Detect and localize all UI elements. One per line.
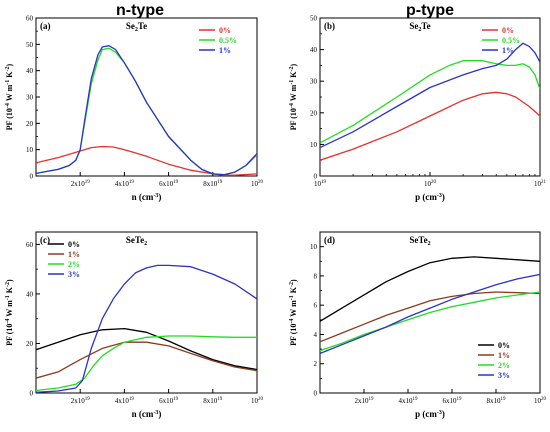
- series-line: [36, 264, 257, 393]
- legend-entry: 3%: [498, 371, 510, 380]
- x-axis-label: n (cm-3): [132, 409, 162, 419]
- y-tick-label: 40: [26, 67, 34, 75]
- y-axis-label: PF (10-4 W m-1 K-2): [289, 279, 298, 346]
- y-tick-label: 20: [26, 340, 34, 348]
- legend-entry: 0%: [498, 341, 510, 350]
- y-tick-label: 10: [310, 243, 318, 251]
- plot-frame: [35, 231, 258, 394]
- chart-panel: 0 2 4 6 8 10 2x1019 4x1019 6x1019 8x1019 1020 (d) Se…: [289, 231, 547, 419]
- x-tick-label: 1019: [314, 180, 327, 188]
- y-tick-label: 50: [26, 41, 34, 49]
- panel-title: SeTe2: [409, 235, 430, 247]
- x-tick-label: 8x1019: [203, 397, 223, 405]
- x-tick-label: 4x1019: [399, 397, 419, 405]
- x-tick-label: 8x1019: [203, 180, 223, 188]
- series-line: [36, 327, 257, 371]
- chart-legend: 0%1%2%3%: [48, 240, 80, 279]
- series-line: [36, 335, 257, 392]
- y-tick-label: 10: [310, 141, 318, 149]
- y-tick-label: 20: [310, 109, 318, 117]
- y-axis-label: PF (10-4 W m-1 K-2): [5, 63, 14, 130]
- x-axis-label: n (cm-3): [132, 192, 162, 202]
- series-line: [320, 273, 540, 355]
- y-tick-label: 0: [314, 390, 318, 398]
- x-tick-label: 1021: [534, 180, 547, 188]
- legend-entry: 2%: [68, 260, 80, 269]
- series-line: [36, 145, 257, 176]
- x-tick-label: 2x1019: [71, 180, 91, 188]
- y-tick-label: 40: [26, 290, 34, 298]
- y-tick-label: 40: [310, 46, 318, 54]
- series-line: [320, 91, 540, 161]
- x-tick-label: 4x1019: [115, 180, 134, 188]
- panel-label: (c): [40, 235, 50, 245]
- legend-entry: 1%: [502, 46, 514, 55]
- legend-entry: 2%: [498, 361, 510, 370]
- x-tick-label: 1020: [251, 180, 264, 188]
- y-tick-label: 8: [314, 272, 318, 280]
- panel-label: (a): [40, 21, 51, 31]
- y-tick-label: 60: [26, 241, 34, 249]
- legend-entry: 1%: [498, 351, 510, 360]
- legend-entry: 0.5%: [219, 36, 237, 45]
- y-tick-label: 20: [26, 120, 34, 128]
- x-axis-label: p (cm-3): [415, 192, 445, 202]
- chart-legend: 0%0.5%1%: [482, 26, 520, 55]
- panel-title: Se2Te: [409, 21, 430, 33]
- series-line: [320, 42, 540, 149]
- y-tick-label: 0: [30, 173, 34, 181]
- legend-entry: 3%: [68, 270, 80, 279]
- x-tick-label: 2x1019: [355, 397, 375, 405]
- legend-entry: 0%: [219, 26, 231, 35]
- series-line: [320, 291, 540, 352]
- chart-panel: 0 20 40 60 2x1019 4x1019 6x1019 8x1019 1020 (c) Se…: [5, 231, 264, 419]
- x-axis-label: p (cm-3): [415, 409, 445, 419]
- panel-title: Se2Te: [126, 21, 147, 33]
- x-tick-label: 6x1019: [159, 397, 179, 405]
- y-tick-label: 50: [310, 15, 318, 23]
- x-tick-label: 1020: [251, 397, 264, 405]
- y-tick-label: 30: [310, 78, 318, 86]
- legend-entry: 0%: [502, 26, 514, 35]
- x-tick-label: 8x1019: [487, 397, 507, 405]
- y-tick-label: 0: [314, 173, 318, 181]
- x-tick-label: 6x1019: [159, 180, 179, 188]
- series-line: [320, 291, 540, 343]
- y-tick-label: 0: [30, 390, 34, 398]
- series-line: [36, 45, 257, 176]
- y-tick-label: 4: [314, 331, 318, 339]
- series-line: [320, 60, 540, 144]
- chart-legend: 0%1%2%3%: [478, 341, 510, 380]
- panel-label: (b): [324, 21, 335, 31]
- x-tick-label: 6x1019: [443, 397, 463, 405]
- x-tick-label: 1020: [424, 180, 437, 188]
- legend-entry: 1%: [68, 250, 80, 259]
- y-tick-label: 6: [314, 302, 318, 310]
- y-tick-label: 30: [26, 94, 34, 102]
- y-tick-label: 2: [314, 360, 318, 368]
- y-tick-label: 10: [26, 146, 34, 154]
- panel-title: SeTe2: [126, 235, 147, 247]
- legend-entry: 1%: [219, 46, 231, 55]
- chart-legend: 0%0.5%1%: [199, 26, 237, 55]
- legend-entry: 0%: [68, 240, 80, 249]
- header-p-type: p-type: [406, 2, 454, 19]
- x-tick-label: 2x1019: [71, 397, 91, 405]
- legend-entry: 0.5%: [502, 36, 520, 45]
- x-tick-label: 1020: [534, 397, 547, 405]
- y-axis-label: PF (10-4 W m-1 K-2): [289, 63, 298, 130]
- header-n-type: n-type: [116, 2, 164, 19]
- plot-frame: [319, 231, 541, 394]
- y-tick-label: 60: [26, 15, 34, 23]
- y-axis-label: PF (10-4 W m-1 K-2): [5, 279, 14, 346]
- series-line: [36, 341, 257, 379]
- series-line: [320, 256, 540, 322]
- panel-label: (d): [324, 235, 335, 245]
- x-tick-label: 4x1019: [115, 397, 134, 405]
